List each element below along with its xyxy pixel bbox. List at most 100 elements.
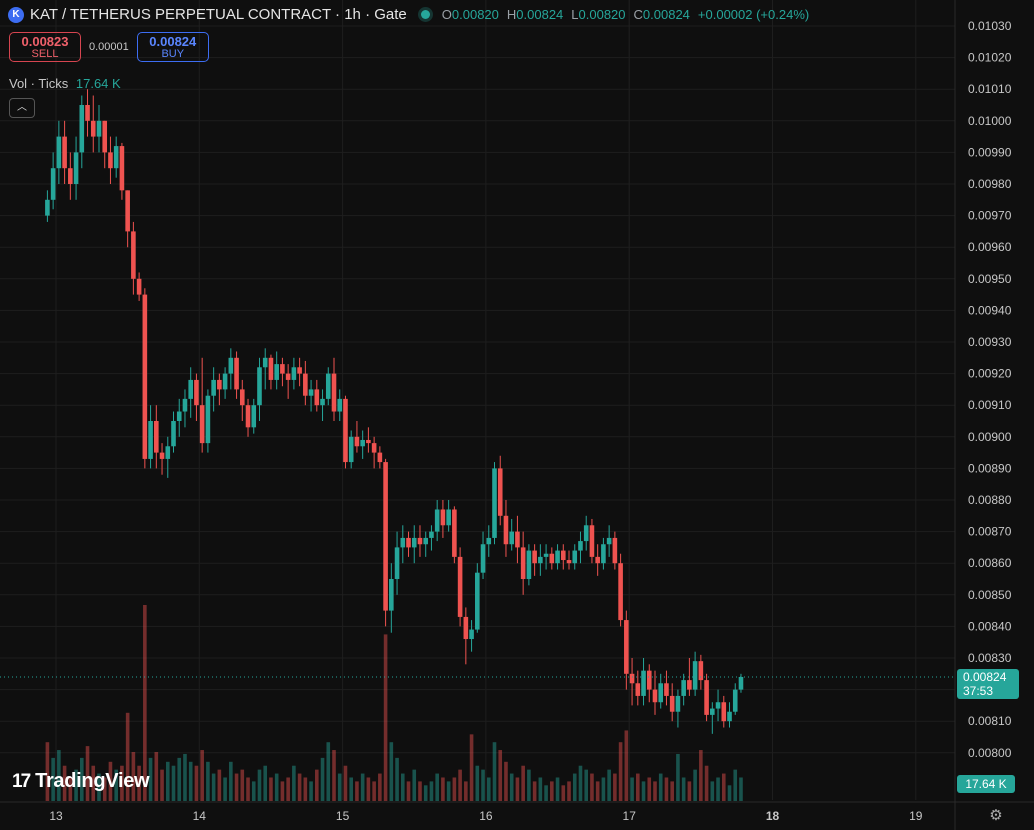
symbol-title[interactable]: KAT / TETHERUS PERPETUAL CONTRACT · 1h ·… [30,6,407,23]
volume-bar [206,761,210,801]
volume-bar [246,777,250,801]
volume-legend[interactable]: Vol · Ticks 17.64 K [9,76,121,91]
candle-body [589,525,595,557]
price-tick-label: 0.00960 [968,240,1012,254]
volume-bar [234,773,239,801]
volume-bar [441,777,445,801]
candle-body [154,421,159,453]
volume-bar [721,773,726,801]
volume-bar [297,773,302,801]
volume-bar [699,750,703,801]
trade-panel: 0.00823 SELL 0.00001 0.00824 BUY [9,32,209,62]
volume-bar [567,781,571,801]
volume-bar [360,773,365,801]
volume-bar [160,769,164,801]
price-tick-label: 0.00800 [968,746,1012,760]
candle-body [131,231,136,279]
volume-bar [590,773,594,801]
candle-body [239,389,245,406]
candle-body [234,357,239,390]
volume-bar [733,769,738,801]
volume-bar [635,773,640,801]
candle-body [463,616,469,640]
volume-bar [515,777,520,801]
candle-body [612,537,618,564]
candle-body [165,446,171,459]
candle-body [182,398,188,412]
candle-body [274,364,279,380]
candle-body [687,680,692,690]
candle-body [572,550,578,564]
volume-bar [378,773,382,801]
open-value: 0.00820 [451,7,499,22]
price-tick-label: 0.00970 [968,209,1012,223]
price-tick-label: 0.00950 [968,272,1012,286]
candle-body [411,537,417,548]
change-value: +0.00002 (+0.24%) [697,7,810,22]
time-tick-label: 15 [336,809,350,823]
candle-body [371,443,377,453]
volume-bar [395,757,399,801]
candle-body [692,661,698,690]
volume-bar [165,761,170,801]
volume-bar [332,750,336,801]
candle-body [171,421,176,447]
volume-bar [475,765,480,801]
candle-body [538,556,543,564]
volume-bar [464,781,468,801]
coin-icon[interactable]: K [8,6,24,23]
volume-bar [578,765,583,801]
volume-bar [458,769,462,801]
candle-body [710,708,715,715]
high-value: 0.00824 [516,7,564,22]
candle-body [555,550,560,564]
volume-bar [435,773,439,801]
candle-body [560,550,566,561]
candle-body [675,695,681,712]
volume-bar [143,605,147,801]
candle-body [492,468,497,538]
collapse-legend-button[interactable]: ︿ [9,98,35,118]
candle-body [262,357,268,368]
low-value: 0.00820 [578,7,626,22]
candle-body [543,553,549,557]
settings-gear-icon[interactable]: ⚙ [989,807,1003,824]
volume-bar [125,712,130,801]
volume-bar [389,742,394,801]
volume-bar [337,773,342,801]
sell-button[interactable]: 0.00823 SELL [9,32,81,62]
volume-bar [131,752,136,801]
volume-bar [57,750,61,801]
candle-body [389,579,394,611]
volume-bar [211,773,216,801]
time-axis[interactable]: 13 14 15 16 17 18 19 [49,809,922,823]
volume-bar [177,757,182,801]
candle-body [618,563,623,621]
candle-body [148,421,153,459]
candle-body [176,411,182,421]
candle-body [446,509,451,526]
buy-price: 0.00824 [149,34,197,49]
candle-body [566,560,572,564]
candle-body [497,468,503,516]
buy-button[interactable]: 0.00824 BUY [136,32,209,62]
volume-bar [595,781,600,801]
candle-body [652,689,658,703]
volume-bar [183,753,187,801]
volume-bar [532,781,537,801]
candle-body [56,136,62,169]
time-tick-label: 18 [766,809,780,823]
candle-body [715,702,721,709]
candle-body [429,531,434,538]
volume-bar [664,777,669,801]
symbol-legend: K KAT / TETHERUS PERPETUAL CONTRACT · 1h… [8,6,809,23]
candle-body [526,550,532,579]
candle-body [457,556,463,617]
price-tick-label: 0.00990 [968,145,1012,159]
price-axis[interactable]: 0.01030 0.01020 0.01010 0.01000 0.00990 0.009… [968,19,1012,760]
price-tick-label: 0.00840 [968,619,1012,633]
candle-body [199,405,205,444]
tradingview-watermark: 17 TradingView [12,770,150,793]
volume-bar [326,742,331,801]
